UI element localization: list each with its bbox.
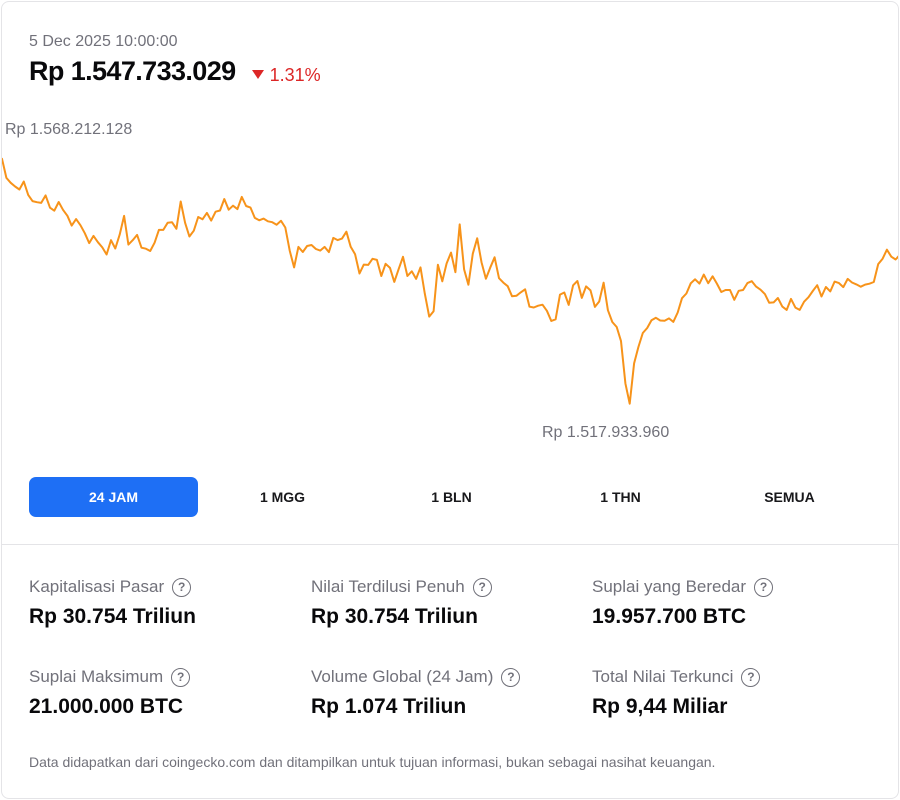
- stat-fully-diluted: Nilai Terdilusi Penuh ? Rp 30.754 Triliu…: [311, 577, 492, 629]
- help-icon[interactable]: ?: [472, 577, 492, 597]
- stat-value: Rp 9,44 Miliar: [592, 695, 728, 718]
- stat-max-supply: Suplai Maksimum ? 21.000.000 BTC: [29, 667, 191, 719]
- chart-low-label: Rp 1.517.933.960: [542, 424, 670, 441]
- tab-semua[interactable]: SEMUA: [764, 489, 815, 505]
- stat-value: 21.000.000 BTC: [29, 695, 184, 718]
- price-change-percent: 1.31%: [269, 65, 321, 85]
- help-icon[interactable]: ?: [741, 667, 761, 687]
- help-icon[interactable]: ?: [754, 577, 774, 597]
- tab-1-thn[interactable]: 1 THN: [600, 489, 641, 505]
- time-range-tabs: 24 JAM 1 MGG 1 BLN 1 THN SEMUA: [29, 477, 874, 517]
- stat-global-volume: Volume Global (24 Jam) ? Rp 1.074 Triliu…: [311, 667, 521, 719]
- help-icon[interactable]: ?: [501, 667, 521, 687]
- stat-label: Suplai yang Beredar: [592, 577, 747, 596]
- price-timestamp: 5 Dec 2025 10:00:00: [29, 33, 178, 50]
- stat-total-value-locked: Total Nilai Terkunci ? Rp 9,44 Miliar: [592, 667, 761, 719]
- stat-value: Rp 30.754 Triliun: [311, 605, 478, 628]
- section-divider: [2, 544, 898, 545]
- price-chart: [2, 157, 898, 405]
- disclaimer-text: Data didapatkan dari coingecko.com dan d…: [29, 754, 716, 770]
- stat-value: Rp 30.754 Triliun: [29, 605, 196, 628]
- tab-24-jam[interactable]: 24 JAM: [29, 477, 198, 517]
- stat-label: Total Nilai Terkunci: [592, 667, 734, 686]
- stat-label: Kapitalisasi Pasar: [29, 577, 165, 596]
- stat-circulating-supply: Suplai yang Beredar ? 19.957.700 BTC: [592, 577, 774, 629]
- stat-label: Volume Global (24 Jam): [311, 667, 494, 686]
- stat-label: Suplai Maksimum: [29, 667, 164, 686]
- price-row: Rp 1.547.733.029 1.31%: [29, 56, 321, 87]
- stat-value: 19.957.700 BTC: [592, 605, 747, 628]
- stat-market-cap: Kapitalisasi Pasar ? Rp 30.754 Triliun: [29, 577, 196, 629]
- price-series-line: [2, 157, 898, 405]
- price-change: 1.31%: [251, 65, 321, 86]
- chart-high-label: Rp 1.568.212.128: [5, 121, 133, 138]
- help-icon[interactable]: ?: [172, 577, 192, 597]
- tab-1-mgg[interactable]: 1 MGG: [259, 489, 306, 505]
- help-icon[interactable]: ?: [171, 667, 191, 687]
- current-price: Rp 1.547.733.029: [29, 56, 236, 86]
- stat-label: Nilai Terdilusi Penuh: [311, 577, 465, 596]
- stat-value: Rp 1.074 Triliun: [311, 695, 467, 718]
- tab-1-bln[interactable]: 1 BLN: [431, 489, 472, 505]
- down-triangle-icon: [251, 70, 264, 79]
